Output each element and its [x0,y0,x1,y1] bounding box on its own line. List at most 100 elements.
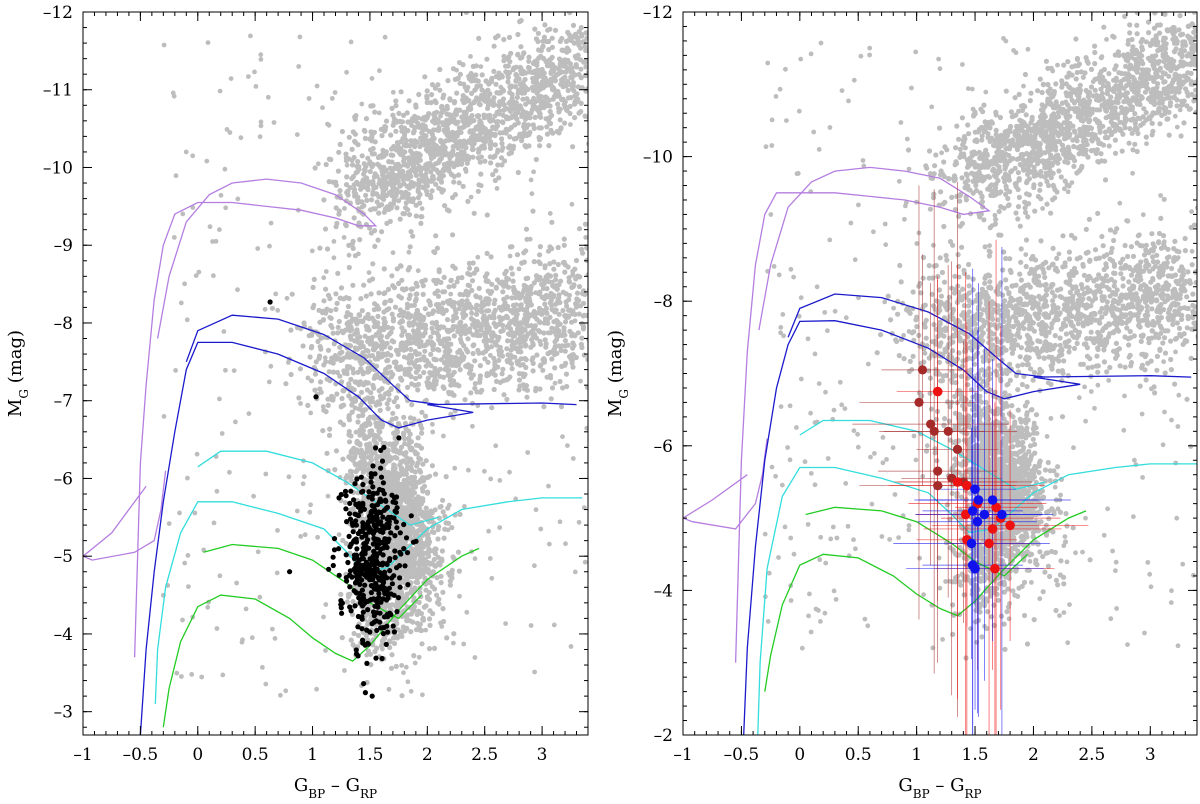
field-star [344,174,350,180]
field-star [600,311,605,316]
field-star [351,182,357,188]
field-star [357,432,363,438]
field-star [578,66,584,72]
field-star [401,484,407,490]
field-star [391,447,397,453]
field-star [317,245,323,251]
field-star [536,328,542,334]
field-star [440,589,446,595]
field-star [288,371,294,378]
field-star [379,133,385,139]
field-star [541,330,547,336]
field-star [424,594,430,600]
field-star [531,169,536,175]
field-star [594,102,599,107]
field-star [406,435,412,441]
field-star [578,246,585,252]
field-star [493,378,500,384]
field-star [587,279,588,281]
field-star [567,307,573,313]
field-star [524,96,530,102]
field-star [516,306,522,313]
field-star [486,308,492,314]
field-star [427,473,433,479]
field-star [549,325,555,331]
field-star [350,245,356,251]
field-star [537,93,544,99]
field-star [409,402,415,408]
field-star [525,287,531,293]
field-star [523,307,530,313]
field-star [479,72,485,78]
field-star [549,35,555,41]
field-star [508,353,514,358]
field-star [430,569,436,575]
field-star [449,525,455,531]
field-star [375,161,381,167]
field-star [518,44,524,50]
field-star [576,284,583,290]
field-star [426,616,433,622]
field-star [516,266,522,272]
field-star [407,415,414,421]
field-star [396,450,402,456]
field-star [412,118,418,124]
field-star [396,312,402,318]
field-star [526,58,532,64]
field-star [428,363,434,369]
field-star [415,575,421,581]
field-star [525,292,530,298]
field-star [411,603,417,610]
field-star [500,289,506,295]
field-star [538,342,544,347]
field-star [516,387,522,393]
field-star [417,500,423,506]
field-star [597,277,602,282]
field-star [565,29,571,35]
field-star [391,339,397,345]
field-star [418,142,424,148]
field-star [596,70,601,75]
field-star [405,119,411,125]
field-star [375,154,381,161]
field-star [579,85,585,91]
field-star [361,127,367,133]
field-star [363,293,369,299]
field-star [586,355,588,360]
field-star [380,189,386,195]
field-star [484,56,490,62]
field-star [402,420,408,426]
field-star [357,344,363,350]
field-star [391,640,398,647]
field-star [602,270,607,275]
field-star [479,304,485,311]
field-star [439,105,445,111]
field-star [365,380,371,386]
field-star [363,467,369,472]
field-star [451,631,457,637]
field-star [324,450,330,456]
field-star [450,194,456,201]
field-star [388,386,394,392]
field-star [335,324,341,330]
field-star [355,159,361,165]
field-star [508,265,514,271]
field-star [411,164,417,171]
field-star [413,172,419,178]
field-star [355,369,361,375]
field-star [367,611,373,617]
field-star [425,375,431,381]
field-star [564,49,570,55]
field-star [576,298,582,304]
field-star [399,318,406,324]
field-star [405,384,411,390]
field-star [423,458,429,464]
field-star [355,419,361,425]
field-star [445,520,452,526]
field-star [506,70,513,76]
field-star [599,316,604,321]
field-star [583,30,588,36]
field-star [527,298,533,304]
field-star [455,129,461,135]
field-star [398,569,404,575]
